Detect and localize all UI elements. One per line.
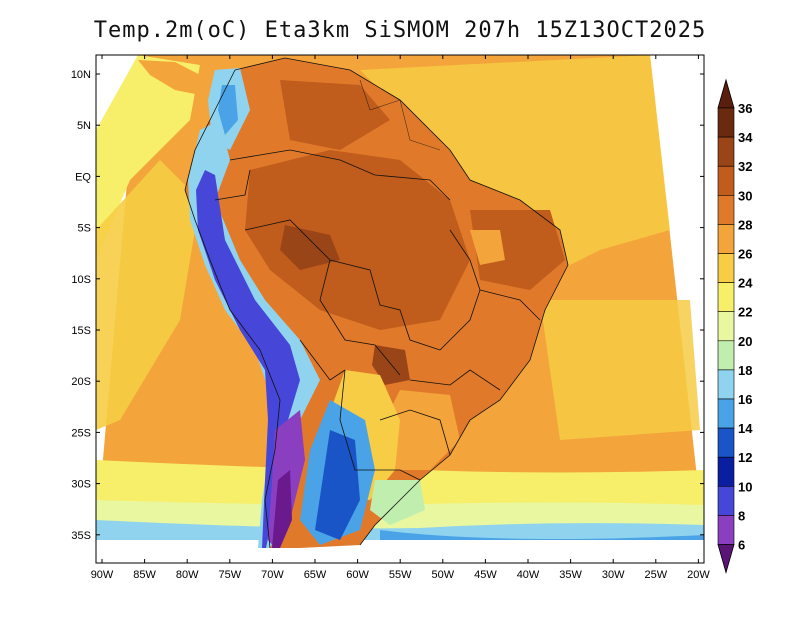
map-title: Temp.2m(oC) Eta3km SiSMOM 207h 15Z13OCT2…: [93, 18, 707, 43]
colorbar-segment: [717, 311, 735, 342]
colorbar-segment: [717, 224, 735, 254]
lon-label: 70W: [261, 569, 284, 581]
longitude-axis: 90W 85W 80W 75W 70W 65W 60W 55W 50W 45W 40W 35W 30W 2…: [91, 55, 710, 581]
colorbar-label: 22: [738, 305, 752, 320]
latitude-axis: 10N 5N EQ 5S 10S 15S 20S 25S 30S 35S: [71, 69, 704, 542]
lat-label: EQ: [75, 171, 91, 183]
lon-label: 55W: [389, 569, 412, 581]
lon-label: 35W: [559, 569, 582, 581]
temperature-field: [96, 55, 704, 563]
lat-label: 10S: [71, 274, 91, 286]
lon-label: 75W: [218, 569, 241, 581]
colorbar-label: 18: [738, 363, 752, 378]
lat-label: 5S: [78, 223, 91, 235]
lon-label: 20W: [687, 569, 710, 581]
temperature-colorbar: 36 34 32 30 28 26 24 22 20 18 16 14 12 10 8 6: [717, 78, 753, 574]
lon-label: 25W: [644, 569, 667, 581]
colorbar-label: 32: [738, 159, 752, 174]
colorbar-segment: [717, 195, 735, 225]
colorbar-label: 28: [738, 217, 752, 232]
lat-label: 25S: [71, 427, 91, 439]
lon-label: 85W: [133, 569, 156, 581]
colorbar-segment: [717, 485, 735, 516]
colorbar-label: 14: [738, 421, 753, 436]
lon-label: 65W: [304, 569, 327, 581]
colorbar-segment: [717, 165, 735, 196]
colorbar-label: 8: [738, 508, 745, 523]
lon-label: 30W: [602, 569, 625, 581]
lon-label: 80W: [176, 569, 199, 581]
colorbar-segment: [717, 398, 735, 429]
colorbar-label: 26: [738, 247, 752, 262]
colorbar-segment: [717, 456, 735, 487]
lon-label: 45W: [474, 569, 497, 581]
colorbar-segment: [717, 253, 735, 283]
colorbar-segment: [717, 136, 735, 167]
colorbar-segment: [717, 107, 735, 138]
lat-label: 30S: [71, 479, 91, 491]
colorbar-label: 30: [738, 188, 752, 203]
lon-label: 50W: [431, 569, 454, 581]
colorbar-segment: [717, 340, 735, 371]
colorbar-label: 34: [738, 130, 753, 145]
lon-label: 90W: [91, 569, 114, 581]
colorbar-segment: [717, 369, 735, 400]
colorbar-segment: [717, 515, 735, 545]
lon-label: 40W: [517, 569, 540, 581]
lat-label: 10N: [71, 69, 91, 81]
colorbar-label: 12: [738, 450, 752, 465]
colorbar-label: 24: [738, 276, 753, 291]
colorbar-over-arrow: [717, 78, 735, 109]
colorbar-segment: [717, 427, 735, 458]
lat-label: 5N: [77, 120, 91, 132]
colorbar-segment: [717, 282, 735, 313]
lat-label: 35S: [71, 530, 91, 542]
colorbar-label: 20: [738, 334, 752, 349]
colorbar-label: 36: [738, 101, 752, 116]
colorbar-label: 16: [738, 392, 752, 407]
colorbar-label: 6: [738, 538, 745, 553]
lon-label: 60W: [346, 569, 369, 581]
colorbar-under-arrow: [717, 544, 735, 574]
lat-label: 20S: [71, 376, 91, 388]
country-borders: [184, 57, 569, 549]
lat-label: 15S: [71, 325, 91, 337]
colorbar-label: 10: [738, 479, 752, 494]
